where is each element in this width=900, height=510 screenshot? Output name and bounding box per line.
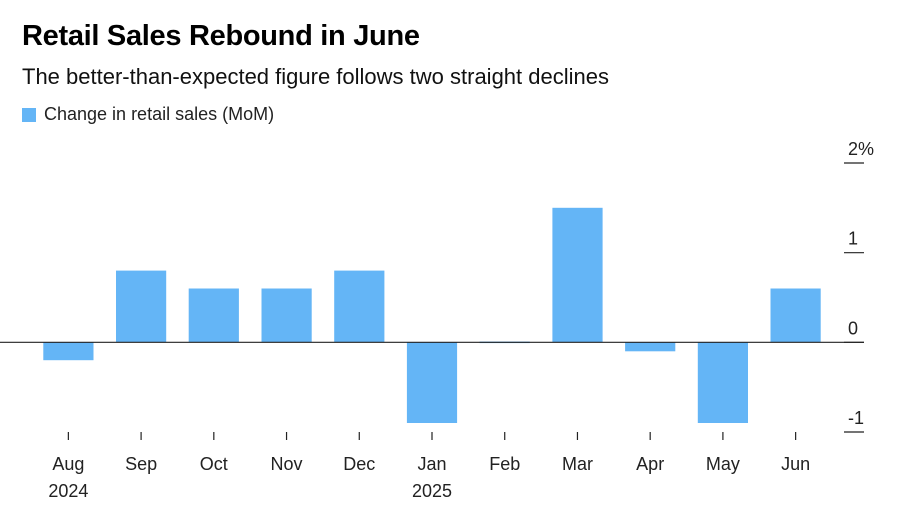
- y-tick-label: 0: [848, 318, 858, 338]
- bar-nov: [261, 288, 312, 343]
- x-tick-label-jun: Jun: [781, 454, 810, 474]
- legend-label: Change in retail sales (MoM): [44, 104, 275, 124]
- x-tick-label-feb: Feb: [489, 454, 520, 474]
- x-tick-label-nov: Nov: [271, 454, 303, 474]
- x-tick-label-apr: Apr: [636, 454, 664, 474]
- bar-apr: [625, 342, 676, 352]
- x-tick-label-may: May: [706, 454, 740, 474]
- bar-sep: [116, 270, 167, 343]
- y-tick-label: 1: [848, 229, 858, 249]
- legend: Change in retail sales (MoM): [22, 104, 274, 125]
- y-tick-label: 2%: [848, 139, 874, 159]
- chart-subtitle: The better-than-expected figure follows …: [22, 64, 609, 89]
- bar-aug: [43, 342, 94, 361]
- x-tick-label-jan: Jan: [417, 454, 446, 474]
- bar-mar: [552, 207, 603, 343]
- x-tick-label-oct: Oct: [200, 454, 228, 474]
- bar-may: [697, 342, 748, 423]
- bar-oct: [188, 288, 239, 343]
- bar-dec: [334, 270, 385, 343]
- bar-jan: [406, 342, 458, 423]
- x-tick-label-sep: Sep: [125, 454, 157, 474]
- x-tick-label-mar: Mar: [562, 454, 593, 474]
- x-year-label: 2025: [412, 481, 452, 501]
- bar-jun: [770, 288, 821, 343]
- x-tick-label-dec: Dec: [343, 454, 375, 474]
- x-tick-label-aug: Aug: [52, 454, 84, 474]
- y-tick-label: -1: [848, 408, 864, 428]
- legend-swatch: [22, 107, 36, 122]
- x-year-label: 2024: [48, 481, 88, 501]
- chart-title: Retail Sales Rebound in June: [22, 20, 420, 52]
